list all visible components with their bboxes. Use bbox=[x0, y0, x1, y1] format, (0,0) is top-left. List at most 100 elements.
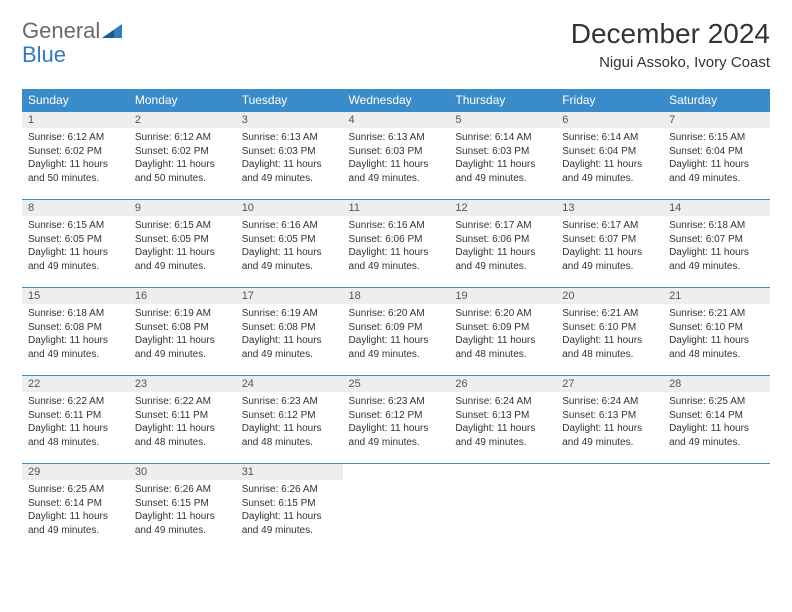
day-number: 4 bbox=[343, 112, 450, 128]
day-number: 11 bbox=[343, 200, 450, 216]
sunset-text: Sunset: 6:03 PM bbox=[349, 145, 444, 159]
daylight-text: Daylight: 11 hours and 49 minutes. bbox=[349, 422, 444, 449]
sunrise-text: Sunrise: 6:18 AM bbox=[28, 307, 123, 321]
daylight-text: Daylight: 11 hours and 48 minutes. bbox=[562, 334, 657, 361]
sunrise-text: Sunrise: 6:12 AM bbox=[135, 131, 230, 145]
daylight-text: Daylight: 11 hours and 49 minutes. bbox=[135, 334, 230, 361]
day-number: 27 bbox=[556, 376, 663, 392]
calendar-day-cell: 21Sunrise: 6:21 AMSunset: 6:10 PMDayligh… bbox=[663, 288, 770, 376]
title-block: December 2024 Nigui Assoko, Ivory Coast bbox=[571, 18, 770, 71]
day-number: 24 bbox=[236, 376, 343, 392]
dayname-thursday: Thursday bbox=[449, 89, 556, 112]
day-details: Sunrise: 6:24 AMSunset: 6:13 PMDaylight:… bbox=[449, 392, 556, 453]
daylight-text: Daylight: 11 hours and 49 minutes. bbox=[669, 422, 764, 449]
sunset-text: Sunset: 6:13 PM bbox=[562, 409, 657, 423]
sunset-text: Sunset: 6:10 PM bbox=[669, 321, 764, 335]
sunrise-text: Sunrise: 6:17 AM bbox=[562, 219, 657, 233]
calendar-day-cell: 1Sunrise: 6:12 AMSunset: 6:02 PMDaylight… bbox=[22, 112, 129, 200]
day-details: Sunrise: 6:25 AMSunset: 6:14 PMDaylight:… bbox=[22, 480, 129, 541]
calendar-day-cell: 9Sunrise: 6:15 AMSunset: 6:05 PMDaylight… bbox=[129, 200, 236, 288]
day-number: 17 bbox=[236, 288, 343, 304]
dayname-friday: Friday bbox=[556, 89, 663, 112]
day-details: Sunrise: 6:13 AMSunset: 6:03 PMDaylight:… bbox=[236, 128, 343, 189]
calendar-day-cell: 11Sunrise: 6:16 AMSunset: 6:06 PMDayligh… bbox=[343, 200, 450, 288]
day-number: 12 bbox=[449, 200, 556, 216]
sunrise-text: Sunrise: 6:14 AM bbox=[562, 131, 657, 145]
day-details: Sunrise: 6:19 AMSunset: 6:08 PMDaylight:… bbox=[129, 304, 236, 365]
sunrise-text: Sunrise: 6:13 AM bbox=[242, 131, 337, 145]
calendar-table: Sunday Monday Tuesday Wednesday Thursday… bbox=[22, 89, 770, 552]
daylight-text: Daylight: 11 hours and 49 minutes. bbox=[28, 510, 123, 537]
sunrise-text: Sunrise: 6:22 AM bbox=[28, 395, 123, 409]
day-number: 28 bbox=[663, 376, 770, 392]
calendar-day-cell: 8Sunrise: 6:15 AMSunset: 6:05 PMDaylight… bbox=[22, 200, 129, 288]
sunset-text: Sunset: 6:10 PM bbox=[562, 321, 657, 335]
day-details: Sunrise: 6:15 AMSunset: 6:05 PMDaylight:… bbox=[129, 216, 236, 277]
daylight-text: Daylight: 11 hours and 50 minutes. bbox=[135, 158, 230, 185]
day-number: 23 bbox=[129, 376, 236, 392]
calendar-day-cell: 20Sunrise: 6:21 AMSunset: 6:10 PMDayligh… bbox=[556, 288, 663, 376]
calendar-day-cell: 18Sunrise: 6:20 AMSunset: 6:09 PMDayligh… bbox=[343, 288, 450, 376]
daylight-text: Daylight: 11 hours and 49 minutes. bbox=[669, 158, 764, 185]
sunset-text: Sunset: 6:09 PM bbox=[349, 321, 444, 335]
header: General December 2024 Nigui Assoko, Ivor… bbox=[22, 18, 770, 71]
sunrise-text: Sunrise: 6:18 AM bbox=[669, 219, 764, 233]
calendar-day-cell: 23Sunrise: 6:22 AMSunset: 6:11 PMDayligh… bbox=[129, 376, 236, 464]
sunrise-text: Sunrise: 6:15 AM bbox=[135, 219, 230, 233]
day-number: 2 bbox=[129, 112, 236, 128]
day-details: Sunrise: 6:23 AMSunset: 6:12 PMDaylight:… bbox=[236, 392, 343, 453]
calendar-week-row: 29Sunrise: 6:25 AMSunset: 6:14 PMDayligh… bbox=[22, 464, 770, 552]
day-number: 19 bbox=[449, 288, 556, 304]
daylight-text: Daylight: 11 hours and 48 minutes. bbox=[135, 422, 230, 449]
calendar-day-cell: 4Sunrise: 6:13 AMSunset: 6:03 PMDaylight… bbox=[343, 112, 450, 200]
day-details: Sunrise: 6:14 AMSunset: 6:03 PMDaylight:… bbox=[449, 128, 556, 189]
calendar-day-cell: 6Sunrise: 6:14 AMSunset: 6:04 PMDaylight… bbox=[556, 112, 663, 200]
calendar-day-cell: 3Sunrise: 6:13 AMSunset: 6:03 PMDaylight… bbox=[236, 112, 343, 200]
day-details: Sunrise: 6:22 AMSunset: 6:11 PMDaylight:… bbox=[129, 392, 236, 453]
daylight-text: Daylight: 11 hours and 49 minutes. bbox=[349, 334, 444, 361]
sunrise-text: Sunrise: 6:17 AM bbox=[455, 219, 550, 233]
day-details: Sunrise: 6:13 AMSunset: 6:03 PMDaylight:… bbox=[343, 128, 450, 189]
day-details: Sunrise: 6:21 AMSunset: 6:10 PMDaylight:… bbox=[556, 304, 663, 365]
sunset-text: Sunset: 6:02 PM bbox=[135, 145, 230, 159]
day-details: Sunrise: 6:25 AMSunset: 6:14 PMDaylight:… bbox=[663, 392, 770, 453]
day-details: Sunrise: 6:15 AMSunset: 6:05 PMDaylight:… bbox=[22, 216, 129, 277]
daylight-text: Daylight: 11 hours and 49 minutes. bbox=[455, 158, 550, 185]
day-number: 31 bbox=[236, 464, 343, 480]
calendar-day-cell: 5Sunrise: 6:14 AMSunset: 6:03 PMDaylight… bbox=[449, 112, 556, 200]
day-details: Sunrise: 6:21 AMSunset: 6:10 PMDaylight:… bbox=[663, 304, 770, 365]
calendar-day-cell: 29Sunrise: 6:25 AMSunset: 6:14 PMDayligh… bbox=[22, 464, 129, 552]
day-details: Sunrise: 6:19 AMSunset: 6:08 PMDaylight:… bbox=[236, 304, 343, 365]
sunset-text: Sunset: 6:05 PM bbox=[28, 233, 123, 247]
daylight-text: Daylight: 11 hours and 48 minutes. bbox=[242, 422, 337, 449]
calendar-day-cell: 25Sunrise: 6:23 AMSunset: 6:12 PMDayligh… bbox=[343, 376, 450, 464]
sunset-text: Sunset: 6:08 PM bbox=[242, 321, 337, 335]
sunrise-text: Sunrise: 6:22 AM bbox=[135, 395, 230, 409]
sunset-text: Sunset: 6:08 PM bbox=[135, 321, 230, 335]
sunset-text: Sunset: 6:15 PM bbox=[242, 497, 337, 511]
sunrise-text: Sunrise: 6:23 AM bbox=[242, 395, 337, 409]
day-number: 3 bbox=[236, 112, 343, 128]
day-details: Sunrise: 6:24 AMSunset: 6:13 PMDaylight:… bbox=[556, 392, 663, 453]
day-number: 9 bbox=[129, 200, 236, 216]
daylight-text: Daylight: 11 hours and 49 minutes. bbox=[455, 246, 550, 273]
daylight-text: Daylight: 11 hours and 49 minutes. bbox=[242, 246, 337, 273]
calendar-day-cell: 27Sunrise: 6:24 AMSunset: 6:13 PMDayligh… bbox=[556, 376, 663, 464]
sunrise-text: Sunrise: 6:26 AM bbox=[135, 483, 230, 497]
sunrise-text: Sunrise: 6:24 AM bbox=[455, 395, 550, 409]
dayname-saturday: Saturday bbox=[663, 89, 770, 112]
sunset-text: Sunset: 6:03 PM bbox=[242, 145, 337, 159]
sunrise-text: Sunrise: 6:21 AM bbox=[562, 307, 657, 321]
daylight-text: Daylight: 11 hours and 49 minutes. bbox=[242, 158, 337, 185]
daylight-text: Daylight: 11 hours and 50 minutes. bbox=[28, 158, 123, 185]
sunset-text: Sunset: 6:14 PM bbox=[28, 497, 123, 511]
logo-text-general: General bbox=[22, 18, 100, 44]
sunrise-text: Sunrise: 6:15 AM bbox=[28, 219, 123, 233]
sunset-text: Sunset: 6:02 PM bbox=[28, 145, 123, 159]
calendar-day-cell: 10Sunrise: 6:16 AMSunset: 6:05 PMDayligh… bbox=[236, 200, 343, 288]
day-details: Sunrise: 6:17 AMSunset: 6:06 PMDaylight:… bbox=[449, 216, 556, 277]
calendar-empty-cell bbox=[663, 464, 770, 552]
day-number: 20 bbox=[556, 288, 663, 304]
sunset-text: Sunset: 6:14 PM bbox=[669, 409, 764, 423]
dayname-monday: Monday bbox=[129, 89, 236, 112]
